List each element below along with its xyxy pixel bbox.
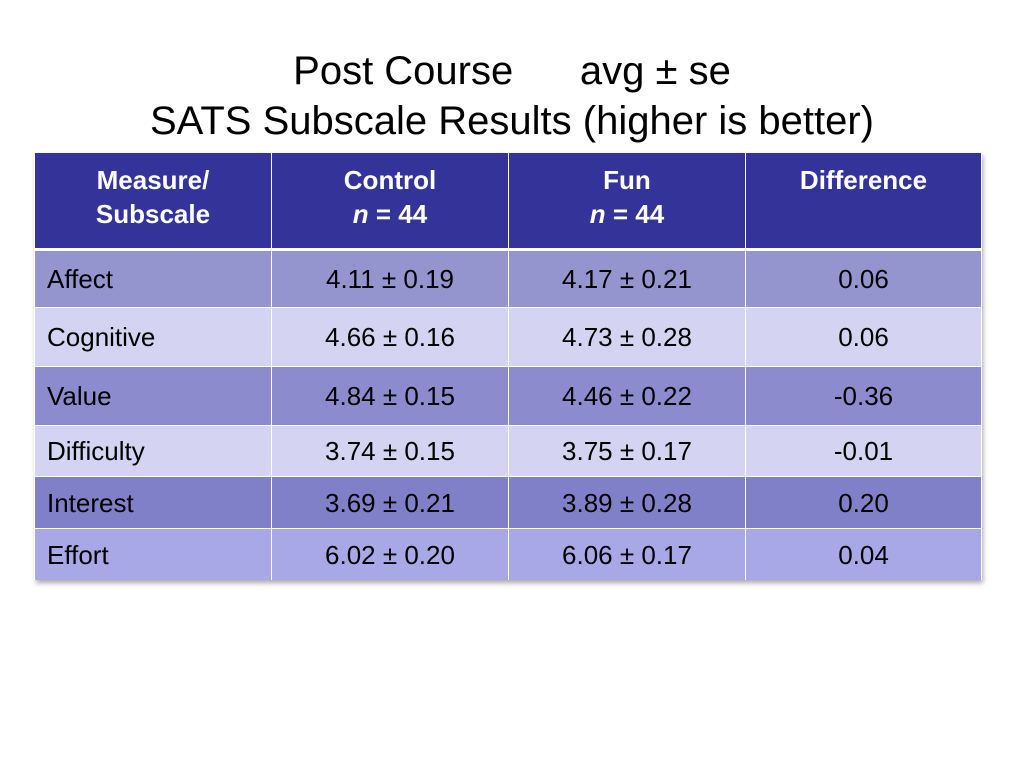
title-line-2: SATS Subscale Results (higher is better) <box>149 99 874 143</box>
header-difference: Difference <box>745 153 982 251</box>
header-fun: Fun n = 44 <box>508 153 746 251</box>
header-fun-n-value: = 44 <box>605 199 665 229</box>
cell-control: 3.69 ± 0.21 <box>271 476 509 529</box>
cell-measure: Effort <box>34 528 272 580</box>
cell-control: 4.66 ± 0.16 <box>271 307 509 367</box>
header-fun-n: n = 44 <box>521 197 733 231</box>
header-measure-line-2: Subscale <box>95 199 211 229</box>
results-table-container: Measure/ Subscale Control n = 44 Fun n =… <box>34 153 982 580</box>
header-control-n-label: n <box>352 199 369 229</box>
cell-control: 3.74 ± 0.15 <box>271 425 509 477</box>
header-difference-label: Difference <box>799 165 928 195</box>
cell-measure: Interest <box>34 476 272 529</box>
cell-measure: Affect <box>34 249 272 308</box>
cell-fun: 3.89 ± 0.28 <box>508 476 746 529</box>
slide-title: Post Course avg ± se SATS Subscale Resul… <box>0 46 1024 146</box>
cell-difference: 0.04 <box>745 528 982 580</box>
title-line-1: Post Course avg ± se <box>293 49 731 93</box>
cell-control: 4.84 ± 0.15 <box>271 366 509 426</box>
table-row: Value 4.84 ± 0.15 4.46 ± 0.22 -0.36 <box>34 366 982 426</box>
table-row: Difficulty 3.74 ± 0.15 3.75 ± 0.17 -0.01 <box>34 425 982 477</box>
table-row: Affect 4.11 ± 0.19 4.17 ± 0.21 0.06 <box>34 249 982 308</box>
header-control-n: n = 44 <box>284 197 496 231</box>
header-control: Control n = 44 <box>271 153 509 251</box>
cell-control: 4.11 ± 0.19 <box>271 249 509 308</box>
cell-difference: 0.06 <box>745 249 982 308</box>
cell-fun: 6.06 ± 0.17 <box>508 528 746 580</box>
table-row: Interest 3.69 ± 0.21 3.89 ± 0.28 0.20 <box>34 476 982 529</box>
cell-control: 6.02 ± 0.20 <box>271 528 509 580</box>
cell-fun: 4.46 ± 0.22 <box>508 366 746 426</box>
cell-measure: Cognitive <box>34 307 272 367</box>
header-measure-line-1: Measure/ <box>96 165 210 195</box>
results-table: Measure/ Subscale Control n = 44 Fun n =… <box>34 153 982 580</box>
table-header-row: Measure/ Subscale Control n = 44 Fun n =… <box>34 153 982 251</box>
cell-difference: 0.20 <box>745 476 982 529</box>
header-fun-label: Fun <box>603 165 651 195</box>
table-row: Effort 6.02 ± 0.20 6.06 ± 0.17 0.04 <box>34 528 982 580</box>
header-fun-n-label: n <box>589 199 606 229</box>
cell-difference: -0.36 <box>745 366 982 426</box>
cell-fun: 4.73 ± 0.28 <box>508 307 746 367</box>
cell-fun: 4.17 ± 0.21 <box>508 249 746 308</box>
cell-measure: Difficulty <box>34 425 272 477</box>
table-row: Cognitive 4.66 ± 0.16 4.73 ± 0.28 0.06 <box>34 307 982 367</box>
cell-difference: -0.01 <box>745 425 982 477</box>
header-control-n-value: = 44 <box>368 199 428 229</box>
cell-difference: 0.06 <box>745 307 982 367</box>
cell-measure: Value <box>34 366 272 426</box>
cell-fun: 3.75 ± 0.17 <box>508 425 746 477</box>
header-measure: Measure/ Subscale <box>34 153 272 251</box>
header-control-label: Control <box>343 165 437 195</box>
